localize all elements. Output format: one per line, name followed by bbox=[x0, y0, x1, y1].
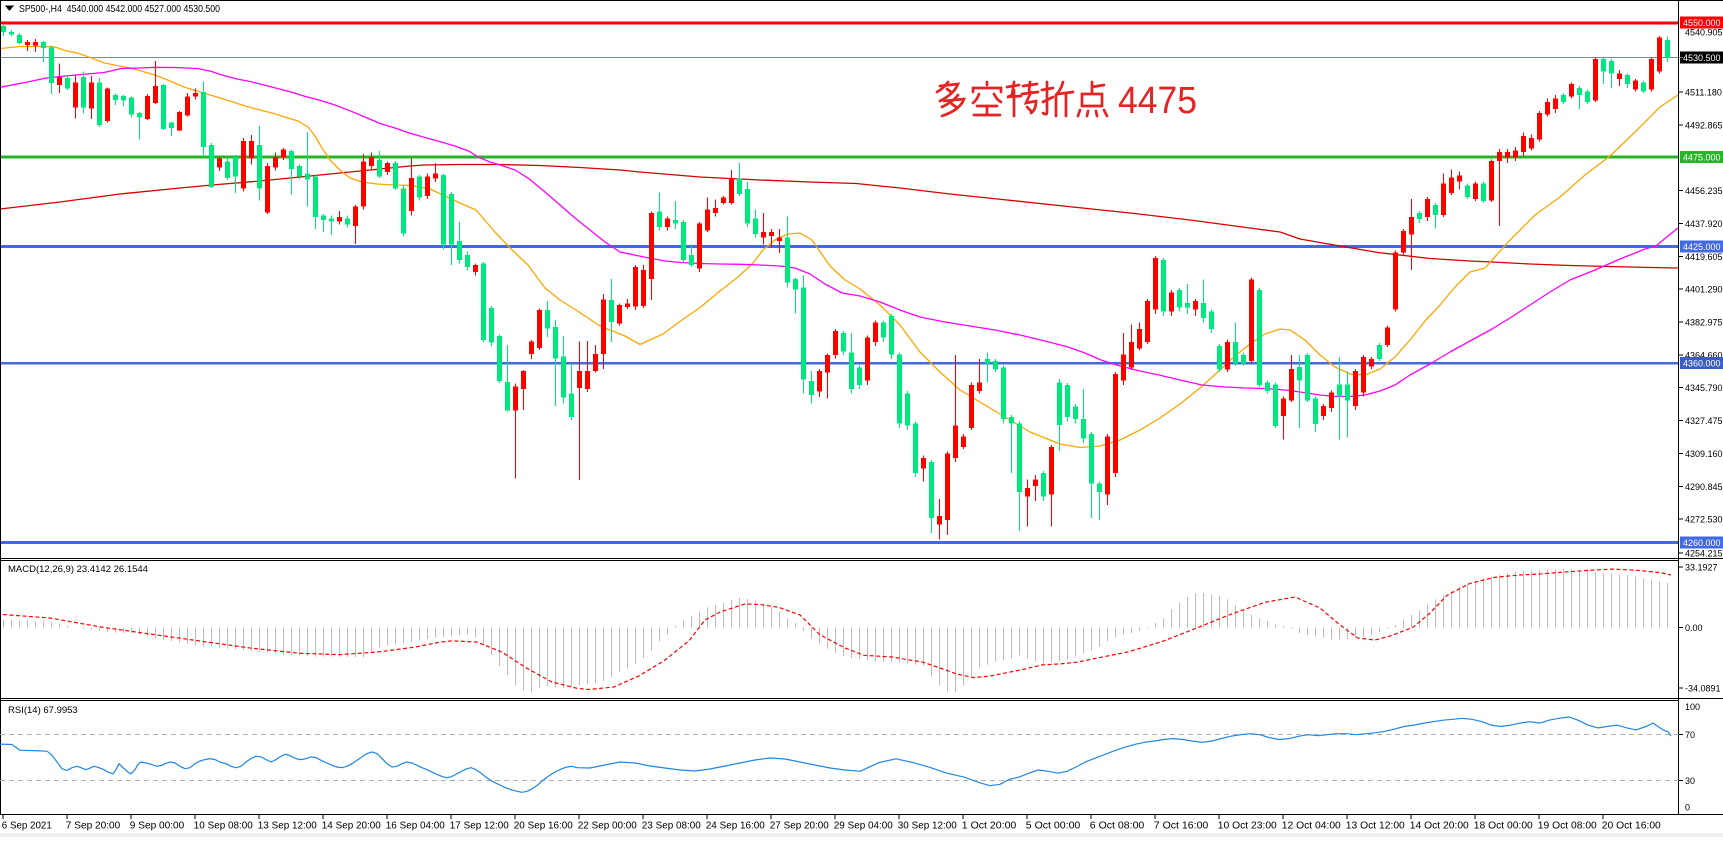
svg-text:4475.000: 4475.000 bbox=[1683, 152, 1721, 162]
svg-text:4550.000: 4550.000 bbox=[1683, 18, 1721, 28]
svg-text:9 Sep 00:00: 9 Sep 00:00 bbox=[130, 821, 185, 832]
svg-text:4309.160: 4309.160 bbox=[1685, 449, 1723, 459]
svg-text:22 Sep 00:00: 22 Sep 00:00 bbox=[578, 821, 637, 832]
svg-text:4272.530: 4272.530 bbox=[1685, 515, 1723, 525]
svg-text:27 Sep 20:00: 27 Sep 20:00 bbox=[770, 821, 829, 832]
svg-text:SP500-,H4 4540.000 4542.000 4: SP500-,H4 4540.000 4542.000 4527.000 453… bbox=[19, 3, 220, 15]
svg-text:13 Sep 12:00: 13 Sep 12:00 bbox=[258, 821, 317, 832]
svg-text:MACD(12,26,9) 23.4142 26.1544: MACD(12,26,9) 23.4142 26.1544 bbox=[8, 564, 148, 575]
svg-text:-34.0891: -34.0891 bbox=[1685, 684, 1721, 694]
svg-text:16 Sep 04:00: 16 Sep 04:00 bbox=[386, 821, 445, 832]
svg-text:10 Sep 08:00: 10 Sep 08:00 bbox=[194, 821, 253, 832]
svg-text:0: 0 bbox=[1685, 803, 1690, 813]
svg-text:10 Oct 23:00: 10 Oct 23:00 bbox=[1218, 821, 1277, 832]
svg-text:4327.475: 4327.475 bbox=[1685, 416, 1723, 426]
svg-text:4260.000: 4260.000 bbox=[1683, 538, 1721, 548]
svg-text:4360.000: 4360.000 bbox=[1683, 359, 1721, 369]
svg-text:18 Oct 00:00: 18 Oct 00:00 bbox=[1474, 821, 1533, 832]
svg-text:4437.920: 4437.920 bbox=[1685, 219, 1723, 229]
svg-text:20 Oct 16:00: 20 Oct 16:00 bbox=[1602, 821, 1661, 832]
svg-text:29 Sep 04:00: 29 Sep 04:00 bbox=[834, 821, 893, 832]
svg-text:4345.790: 4345.790 bbox=[1685, 383, 1723, 393]
svg-text:4530.500: 4530.500 bbox=[1683, 53, 1721, 63]
svg-text:4456.235: 4456.235 bbox=[1685, 186, 1723, 196]
svg-text:4540.905: 4540.905 bbox=[1685, 28, 1723, 38]
svg-text:12 Oct 04:00: 12 Oct 04:00 bbox=[1282, 821, 1341, 832]
svg-text:4511.180: 4511.180 bbox=[1685, 88, 1722, 98]
svg-text:17 Sep 12:00: 17 Sep 12:00 bbox=[450, 821, 509, 832]
svg-text:1 Oct 20:00: 1 Oct 20:00 bbox=[962, 821, 1017, 832]
svg-text:4364.660: 4364.660 bbox=[1685, 350, 1723, 360]
svg-text:4290.845: 4290.845 bbox=[1685, 482, 1723, 492]
svg-text:30: 30 bbox=[1685, 776, 1695, 786]
svg-text:70: 70 bbox=[1685, 730, 1695, 740]
svg-text:33.1927: 33.1927 bbox=[1685, 563, 1718, 573]
svg-text:6 Sep 2021: 6 Sep 2021 bbox=[2, 821, 52, 832]
svg-text:7 Sep 20:00: 7 Sep 20:00 bbox=[66, 821, 121, 832]
svg-text:24 Sep 16:00: 24 Sep 16:00 bbox=[706, 821, 765, 832]
svg-text:14 Sep 20:00: 14 Sep 20:00 bbox=[322, 821, 381, 832]
svg-text:4401.290: 4401.290 bbox=[1685, 285, 1723, 295]
svg-text:RSI(14) 67.9953: RSI(14) 67.9953 bbox=[8, 705, 78, 716]
svg-text:4254.215: 4254.215 bbox=[1685, 549, 1723, 559]
svg-text:30 Sep 12:00: 30 Sep 12:00 bbox=[898, 821, 957, 832]
svg-text:4419.605: 4419.605 bbox=[1685, 252, 1723, 262]
svg-text:7 Oct 16:00: 7 Oct 16:00 bbox=[1154, 821, 1209, 832]
svg-text:4425.000: 4425.000 bbox=[1683, 242, 1721, 252]
svg-text:6 Oct 08:00: 6 Oct 08:00 bbox=[1090, 821, 1145, 832]
svg-text:0.00: 0.00 bbox=[1685, 623, 1703, 633]
svg-text:4475: 4475 bbox=[1118, 80, 1197, 122]
svg-text:13 Oct 12:00: 13 Oct 12:00 bbox=[1346, 821, 1405, 832]
svg-text:20 Sep 16:00: 20 Sep 16:00 bbox=[514, 821, 573, 832]
svg-text:14 Oct 20:00: 14 Oct 20:00 bbox=[1410, 821, 1469, 832]
svg-text:4492.865: 4492.865 bbox=[1685, 120, 1723, 130]
svg-text:100: 100 bbox=[1685, 702, 1700, 712]
svg-text:23 Sep 08:00: 23 Sep 08:00 bbox=[642, 821, 701, 832]
svg-text:19 Oct 08:00: 19 Oct 08:00 bbox=[1538, 821, 1597, 832]
svg-text:4382.975: 4382.975 bbox=[1685, 318, 1723, 328]
svg-text:5 Oct 00:00: 5 Oct 00:00 bbox=[1026, 821, 1081, 832]
